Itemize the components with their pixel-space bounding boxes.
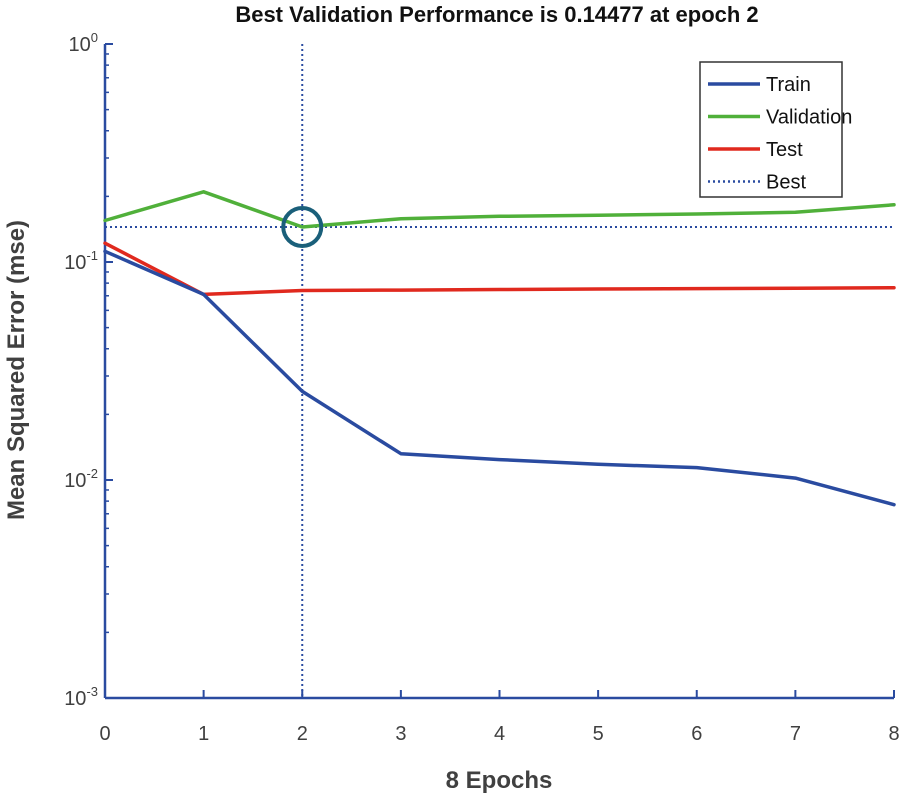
series-line-test	[103, 241, 896, 297]
x-tick-label: 0	[99, 723, 110, 745]
y-tick-label: 10-1	[64, 248, 98, 274]
x-tick-label: 2	[297, 723, 308, 745]
y-tick-label: 100	[69, 30, 98, 56]
x-tick-label: 4	[494, 723, 505, 745]
legend-label-train: Train	[766, 74, 811, 96]
x-tick-label: 1	[198, 723, 209, 745]
x-axis-label: 8 Epochs	[446, 767, 553, 794]
x-tick-label: 7	[790, 723, 801, 745]
best-marker	[281, 205, 324, 248]
x-tick-label: 3	[395, 723, 406, 745]
legend-label-test: Test	[766, 139, 803, 161]
y-tick-label: 10-2	[64, 466, 98, 492]
legend: Train Validation Test Best	[699, 61, 852, 198]
legend-label-validation: Validation	[766, 107, 852, 129]
series-line-train	[103, 249, 896, 507]
chart-title: Best Validation Performance is 0.14477 a…	[235, 2, 758, 27]
x-tick-label: 6	[691, 723, 702, 745]
series-layer	[103, 44, 896, 698]
y-axis-label: Mean Squared Error (mse)	[3, 220, 30, 520]
y-tick-label: 10-3	[64, 684, 98, 710]
axes: 0 1 2 3 4 5 6 7 8 100 10-1 10-2 10-3	[64, 30, 899, 745]
x-tick-label: 5	[593, 723, 604, 745]
x-tick-label: 8	[888, 723, 899, 745]
series-line-validation	[103, 190, 896, 229]
legend-label-best: Best	[766, 172, 806, 194]
